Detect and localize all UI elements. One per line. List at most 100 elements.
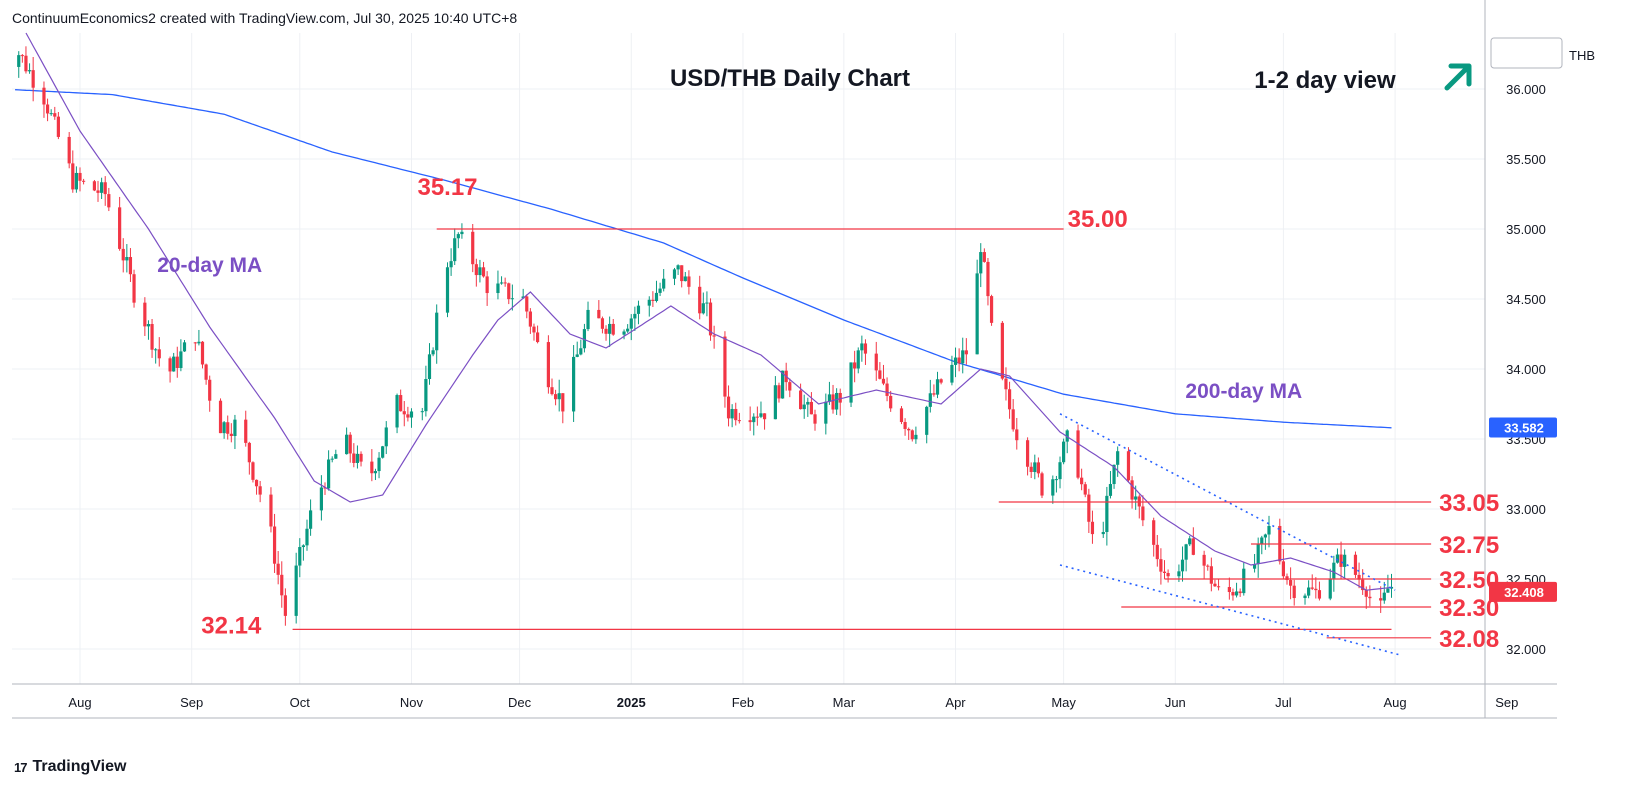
candle-body [42,87,46,105]
candle-body [1202,554,1206,566]
candle-body [1252,564,1257,569]
candle-body [553,394,558,400]
candle-body [359,453,363,462]
time-tick: May [1051,695,1076,710]
candle-body [121,248,125,261]
candle-body [708,302,713,336]
candle-body [118,207,122,249]
candle-body [1343,554,1347,567]
price-tick: 34.000 [1506,362,1546,377]
candle-body [485,276,489,294]
candle-body [1361,579,1365,591]
time-tick: Nov [400,695,424,710]
ma200-line [15,89,1392,429]
candle-body [1011,409,1015,430]
candle-body [1260,537,1264,545]
candle-body [752,416,756,423]
candle-body [701,303,705,314]
candle-body [244,419,248,443]
candle-body [1317,590,1322,599]
candle-body [726,396,731,419]
candle-body [582,329,587,349]
candle-body [269,494,273,527]
candle-body [1029,466,1033,473]
candle-body [1177,571,1181,577]
candle-body [932,393,936,395]
candle-body [276,563,280,575]
candle-body [128,257,133,275]
tradingview-logo-text: TradingView [32,758,127,775]
candle-body [481,267,486,277]
time-tick: Sep [1495,695,1518,710]
candle-body [1332,562,1336,579]
candle-body [705,302,709,304]
candle-body [49,113,53,115]
candle-body [550,387,554,395]
candle-body [950,364,954,383]
candle-body [427,354,432,380]
ma-annotation: 200-day MA [1185,380,1302,403]
candle-body [532,326,536,333]
candle-body [1368,596,1372,599]
candle-body [510,298,514,300]
tradingview-logo[interactable]: 17 TradingView [14,758,126,776]
candle-body [395,395,399,428]
candle-body [935,379,940,395]
candle-body [1180,559,1185,572]
candle-body [1108,484,1113,496]
candle-body [1080,477,1084,485]
candle-body [889,395,893,409]
candle-body [964,350,968,355]
candle-body [373,471,378,474]
candle-body [723,336,727,397]
candle-body [1105,495,1109,533]
candle-body [204,364,208,380]
view-label: 1-2 day view [1254,67,1396,94]
candle-body [1112,464,1116,485]
candle-body [168,358,172,372]
candle-body [626,328,630,332]
candle-body [179,351,183,368]
level-label: 35.00 [1068,206,1128,233]
ma200-price-label: 33.582 [1504,421,1544,436]
candle-body [154,349,158,351]
candle-body [1357,574,1361,580]
candle-body [1216,586,1221,588]
candle-body [471,231,475,265]
candle-body [1339,554,1343,567]
trendlines [1059,413,1399,656]
candle-body [611,323,615,335]
candle-body [863,343,868,354]
candle-body [698,286,702,314]
candle-body [712,335,716,337]
candle-body [200,341,205,365]
candle-body [557,393,561,400]
candle-body [1227,587,1231,593]
candle-body [835,392,839,410]
candle-body [1307,587,1311,596]
candle-body [975,273,979,355]
candle-body [633,313,637,319]
candle-body [496,283,500,294]
candle-body [1382,592,1386,601]
candle-body [730,408,734,419]
candle-body [301,545,305,548]
time-tick: Aug [1384,695,1407,710]
candle-body [330,458,334,460]
candle-body [348,434,352,454]
candle-body [885,383,889,396]
candle-body [355,453,360,463]
candle-body [899,408,904,423]
candle-body [1386,588,1390,593]
candle-body [1166,572,1170,577]
candle-body [1303,595,1307,599]
candle-body [1083,484,1087,495]
candle-body [503,282,507,284]
candle-body [986,261,990,297]
candle-body [561,393,565,412]
candle-body [1238,591,1242,594]
candle-body [71,163,75,190]
time-axis: Aug Sep Oct Nov Dec 2025 Feb Mar Apr May Jun Jul Aug… [12,683,1557,719]
candle-body [258,486,262,495]
